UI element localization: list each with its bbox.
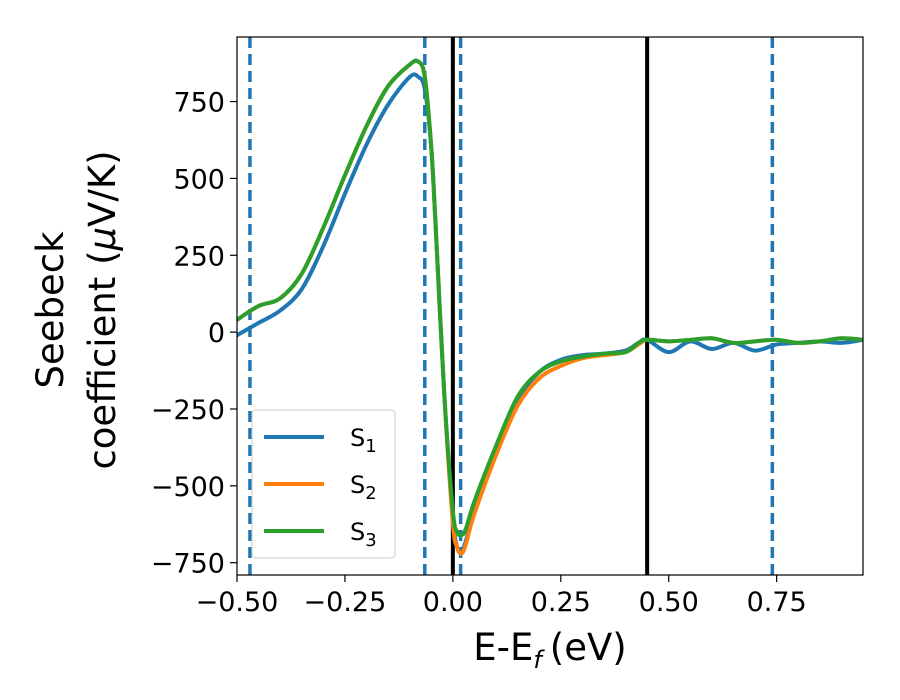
x-tick-label: 0.00 xyxy=(423,587,483,618)
y-tick-label: −500 xyxy=(151,472,225,503)
x-axis-label-subscript: f xyxy=(533,646,545,674)
y-tick-label: −750 xyxy=(151,549,225,580)
x-tick-label: −0.25 xyxy=(304,587,387,618)
plot-frame xyxy=(236,36,864,576)
legend-label-s1: S1 xyxy=(350,424,377,457)
legend-entry-s1: S1 xyxy=(264,424,377,457)
x-tick-label: 0.50 xyxy=(639,587,699,618)
x-tick-label: 0.75 xyxy=(747,587,807,618)
y-tick-label: −250 xyxy=(151,395,225,426)
y-tick-label: 750 xyxy=(173,88,225,119)
x-axis-label: E-Ef (eV) xyxy=(473,626,627,674)
legend-entry-s3: S3 xyxy=(264,518,377,551)
y-axis-label-line1: Seebeck xyxy=(29,231,72,389)
series-line-s3 xyxy=(237,58,863,538)
legend-label-s2: S2 xyxy=(350,471,377,504)
legend: S1 S2 S3 xyxy=(251,409,396,559)
y-tick-label: 500 xyxy=(173,164,225,195)
y-axis-label-line2: coefficient (μV/K) xyxy=(81,150,124,469)
reference-lines xyxy=(248,37,775,575)
axes xyxy=(230,36,864,582)
y-tick-label: 250 xyxy=(173,241,225,272)
x-axis-label-unit: (eV) xyxy=(550,626,627,669)
x-tick-label: 0.25 xyxy=(531,587,591,618)
legend-entry-s2: S2 xyxy=(264,471,377,504)
legend-label-s3: S3 xyxy=(350,518,377,551)
y-tick-label: 0 xyxy=(208,318,225,349)
tick-labels: −0.50 −0.25 0.00 0.25 0.50 0.75 −750 −500 −250 0 2… xyxy=(151,88,807,618)
series-lines xyxy=(237,58,863,556)
x-tick-label: −0.50 xyxy=(196,587,279,618)
y-axis-label: Seebeck coefficient (μV/K) xyxy=(29,150,124,469)
